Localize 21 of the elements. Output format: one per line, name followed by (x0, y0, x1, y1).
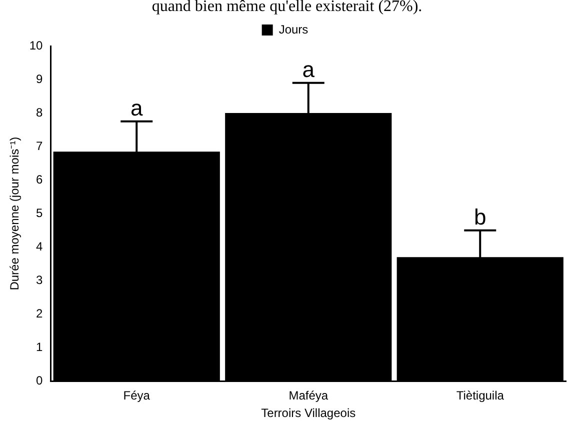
x-axis-title: Terroirs Villageois (261, 406, 356, 420)
annotation: b (474, 204, 486, 230)
y-tick-label: 3 (36, 272, 44, 287)
x-tick-label: Maféya (288, 388, 328, 403)
text: quand bien même qu'elle existerait (27%). (150, 0, 424, 17)
y-tick-label: 7 (36, 138, 44, 153)
annotation: a (130, 95, 144, 120)
annotation: a (302, 56, 316, 82)
y-tick-label: 6 (36, 172, 44, 186)
legend-label: Jours (278, 22, 308, 36)
y-tick-label: 9 (36, 72, 44, 86)
x-tick-label: Féya (123, 388, 150, 403)
y-tick-label: 2 (36, 306, 44, 320)
y-tick-label: 4 (36, 239, 44, 254)
y-tick-label: 5 (36, 206, 44, 220)
y-tick-label: 0 (36, 374, 44, 388)
y-tick-label: 10 (29, 38, 44, 52)
y-axis-title: Durée moyenne (jour mois⁻¹) (8, 136, 22, 290)
y-tick-label: 8 (36, 105, 44, 120)
x-tick-label: Tiètiguila (456, 388, 504, 403)
y-tick-label: 1 (36, 340, 44, 354)
